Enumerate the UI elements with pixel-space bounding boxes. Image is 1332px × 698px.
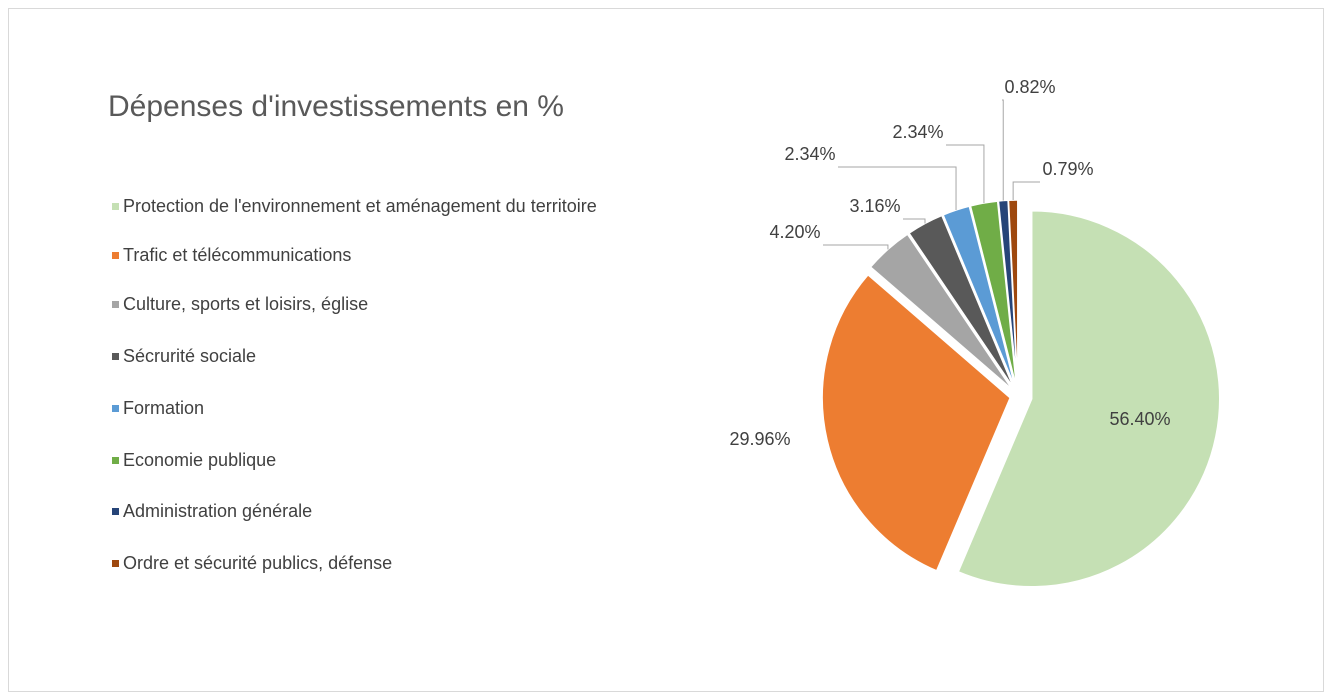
legend-label: Trafic et télécommunications <box>123 245 352 265</box>
legend-swatch <box>112 353 119 360</box>
chart-title: Dépenses d'investissements en % <box>108 90 564 123</box>
legend-item: Culture, sports et loisirs, église <box>112 294 632 315</box>
legend-label: Protection de l'environnement et aménage… <box>123 196 597 216</box>
leader-line <box>1012 181 1040 201</box>
leader-line <box>1002 99 1004 201</box>
legend-swatch <box>112 508 119 515</box>
legend-label: Formation <box>123 398 205 418</box>
data-label: 2.34% <box>784 144 835 164</box>
legend-label: Culture, sports et loisirs, église <box>123 294 369 314</box>
data-label: 29.96% <box>729 429 790 449</box>
data-label: 56.40% <box>1109 409 1170 429</box>
legend-item: Economie publique <box>112 450 632 471</box>
legend-item: Formation <box>112 398 632 419</box>
pie-slice <box>969 200 1018 389</box>
legend-swatch <box>112 405 119 412</box>
legend-item: Ordre et sécurité publics, défense <box>112 553 632 574</box>
legend-label: Economie publique <box>123 450 277 470</box>
pie-slice <box>907 214 1015 390</box>
legend-item: Trafic et télécommunications <box>112 245 632 266</box>
leader-line <box>838 166 957 211</box>
data-label: 3.16% <box>849 196 900 216</box>
data-label: 0.79% <box>1042 159 1093 179</box>
legend-label: Administration générale <box>123 501 313 521</box>
legend-item: Sécrurité sociale <box>112 346 632 367</box>
chart-frame <box>8 8 1324 692</box>
legend-label: Sécrurité sociale <box>123 346 257 366</box>
leader-line <box>823 244 889 250</box>
pie-slice <box>869 233 1014 391</box>
legend-swatch <box>112 301 119 308</box>
legend-swatch <box>112 457 119 464</box>
legend-swatch <box>112 252 119 259</box>
data-label: 0.82% <box>1004 77 1055 97</box>
legend-item: Protection de l'environnement et aménage… <box>112 196 632 217</box>
data-label: 4.20% <box>769 222 820 242</box>
data-label: 2.34% <box>892 122 943 142</box>
legend-swatch <box>112 203 119 210</box>
legend-item: Administration générale <box>112 501 632 522</box>
pie-slice <box>821 273 1012 572</box>
legend-swatch <box>112 560 119 567</box>
leader-line <box>903 218 926 224</box>
pie-slice <box>957 210 1221 588</box>
legend-label: Ordre et sécurité publics, défense <box>123 553 393 573</box>
leader-line <box>946 144 985 203</box>
